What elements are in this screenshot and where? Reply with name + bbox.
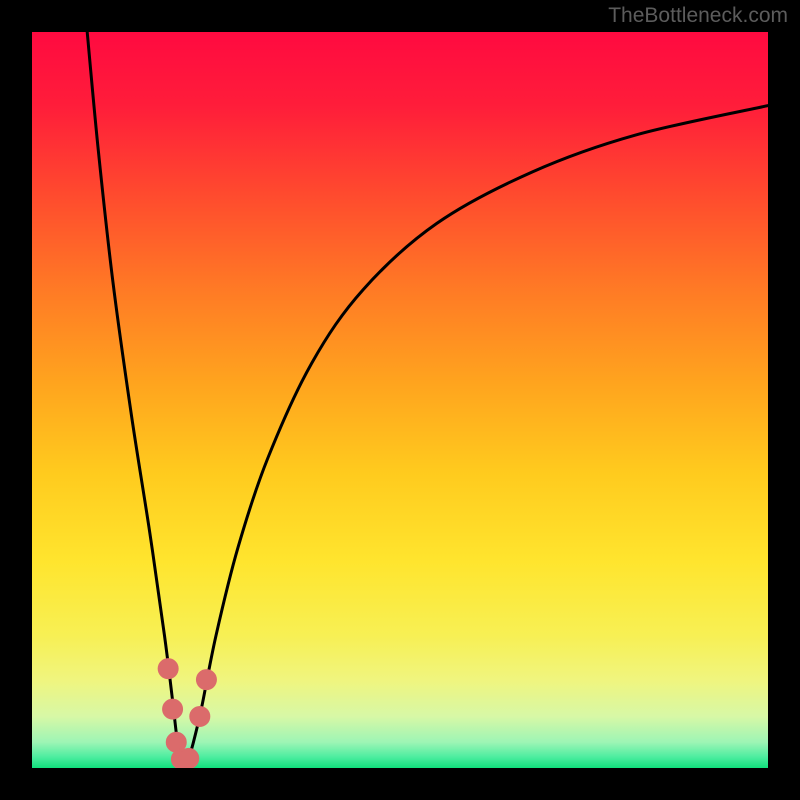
chart-stage: TheBottleneck.com	[0, 0, 800, 800]
dip-marker	[190, 706, 210, 726]
dip-marker	[196, 670, 216, 690]
dip-marker	[158, 659, 178, 679]
dip-marker	[179, 748, 199, 768]
dip-marker	[163, 699, 183, 719]
bottleneck-chart	[0, 0, 800, 800]
watermark-text: TheBottleneck.com	[608, 4, 788, 28]
heat-gradient-background	[32, 32, 768, 768]
